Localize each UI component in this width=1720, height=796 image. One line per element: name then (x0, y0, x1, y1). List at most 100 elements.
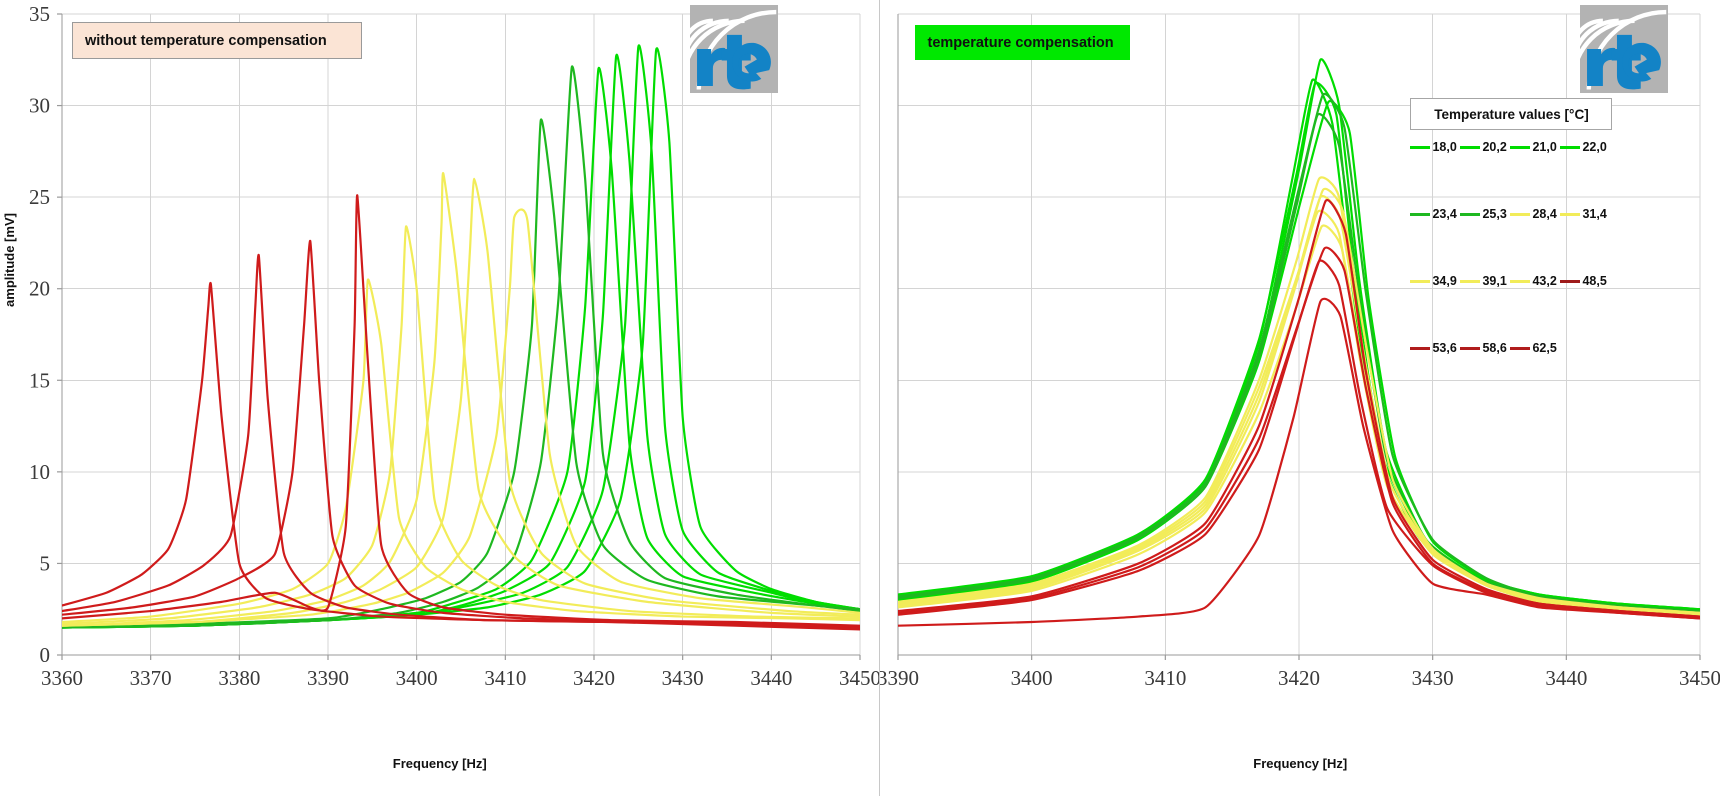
x-axis-title-left: Frequency [Hz] (392, 756, 487, 771)
legend-color-swatch (1460, 145, 1481, 149)
x-tick-label: 3430 (662, 666, 704, 690)
legend-color-swatch (1560, 145, 1581, 149)
legend-item[interactable]: 21,0 (1510, 140, 1560, 154)
y-tick-label: 35 (29, 2, 50, 26)
legend-label: 23,4 (1432, 207, 1457, 221)
legend-item[interactable]: 28,4 (1510, 207, 1560, 221)
tick-labels: 3390 3400 3410 3420 3430 3440 3450 (880, 655, 1720, 690)
legend-color-swatch (1560, 212, 1581, 216)
legend-label: 34,9 (1432, 274, 1457, 288)
legend-temperature-values: Temperature values [°C] 18,0 20,2 21,0 22,0… (1410, 98, 1613, 393)
series-line (62, 66, 860, 629)
legend-label: 22,0 (1582, 140, 1607, 154)
legend-label: 58,6 (1482, 341, 1507, 355)
legend-item[interactable]: 62,5 (1510, 341, 1560, 355)
legend-color-swatch (1410, 279, 1431, 283)
legend-label: 18,0 (1432, 140, 1457, 154)
x-tick-label: 3390 (307, 666, 349, 690)
legend-item[interactable]: 39,1 (1460, 274, 1510, 288)
series-line (62, 47, 860, 629)
legend-color-swatch (1460, 279, 1481, 283)
legend-color-swatch (1460, 346, 1481, 350)
series-line (62, 239, 860, 629)
series-line (898, 224, 1701, 616)
x-tick-label: 3400 (1011, 666, 1053, 690)
x-tick-label: 3370 (130, 666, 172, 690)
legend-row: 34,9 39,1 43,2 48,5 (1410, 274, 1615, 341)
x-tick-label: 3440 (1546, 666, 1588, 690)
y-tick-label: 0 (40, 643, 51, 667)
annotation-temperature-compensation: temperature compensation (915, 25, 1131, 60)
legend-item[interactable]: 25,3 (1460, 207, 1510, 221)
legend-row: 18,0 20,2 21,0 22,0 (1410, 140, 1615, 207)
legend-item[interactable]: 48,5 (1560, 274, 1610, 288)
legend-color-swatch (1410, 212, 1431, 216)
legend-item[interactable]: 53,6 (1410, 341, 1460, 355)
legend-item[interactable]: 43,2 (1510, 274, 1560, 288)
legend-row: 53,6 58,6 62,5 (1410, 341, 1615, 408)
legend-item[interactable]: 22,0 (1560, 140, 1610, 154)
y-tick-label: 25 (29, 185, 50, 209)
series-line (898, 259, 1701, 620)
legend-color-swatch (1460, 212, 1481, 216)
legend-color-swatch (1510, 145, 1531, 149)
x-tick-label: 3450 (839, 666, 880, 690)
legend-label: 43,2 (1532, 274, 1557, 288)
x-axis-title-right: Frequency [Hz] (1253, 756, 1348, 771)
x-tick-label: 3410 (484, 666, 526, 690)
legend-label: 39,1 (1482, 274, 1507, 288)
x-tick-label: 3410 (1145, 666, 1187, 690)
legend-label: 25,3 (1482, 207, 1507, 221)
series-line (898, 99, 1701, 613)
series-line (62, 53, 860, 629)
panel-without-compensation: 3360 3370 3380 3390 3400 3410 3420 3430 3440 3450… (0, 0, 881, 796)
x-tick-label: 3450 (1679, 666, 1720, 690)
series-line (62, 208, 860, 627)
legend-color-swatch (1560, 279, 1581, 283)
x-tick-label: 3420 (573, 666, 615, 690)
series-line (898, 92, 1701, 613)
series-line (62, 225, 860, 625)
data-series (62, 44, 860, 631)
legend-label: 48,5 (1582, 274, 1607, 288)
legend-label: 28,4 (1532, 207, 1557, 221)
legend-row: 23,4 25,3 28,4 31,4 (1410, 207, 1615, 274)
panel-with-compensation: 3390 3400 3410 3420 3430 3440 3450 temperature… (880, 0, 1720, 796)
legend-color-swatch (1510, 212, 1531, 216)
legend-label: 62,5 (1532, 341, 1557, 355)
x-tick-label: 3380 (218, 666, 260, 690)
series-line (62, 194, 860, 627)
series-line (62, 281, 860, 631)
x-tick-label: 3360 (41, 666, 83, 690)
legend-items: 18,0 20,2 21,0 22,0 23,4 25,3 28,4 31,4 34,9 39,1… (1410, 140, 1615, 408)
legend-title: Temperature values [°C] (1410, 98, 1613, 130)
legend-label: 31,4 (1582, 207, 1607, 221)
legend-item[interactable]: 20,2 (1460, 140, 1510, 154)
legend-label: 20,2 (1482, 140, 1507, 154)
x-tick-label: 3440 (750, 666, 792, 690)
legend-color-swatch (1510, 346, 1531, 350)
y-tick-label: 20 (29, 277, 50, 301)
series-line (898, 112, 1701, 613)
rte-logo-icon (1580, 5, 1669, 93)
legend-color-swatch (1510, 279, 1531, 283)
series-line (898, 199, 1701, 618)
series-line (62, 278, 860, 624)
y-tick-label: 10 (29, 460, 50, 484)
x-tick-label: 3390 (880, 666, 919, 690)
x-tick-label: 3430 (1412, 666, 1454, 690)
y-tick-label: 15 (29, 368, 50, 392)
y-tick-label: 5 (40, 551, 51, 575)
legend-item[interactable]: 58,6 (1460, 341, 1510, 355)
legend-item[interactable]: 23,4 (1410, 207, 1460, 221)
x-tick-label: 3400 (396, 666, 438, 690)
legend-label: 21,0 (1532, 140, 1557, 154)
plot-area-right: 3390 3400 3410 3420 3430 3440 3450 (880, 13, 1720, 690)
legend-item[interactable]: 34,9 (1410, 274, 1460, 288)
legend-item[interactable]: 31,4 (1560, 207, 1610, 221)
annotation-without-compensation: without temperature compensation (72, 22, 362, 59)
tick-labels: 3360 3370 3380 3390 3400 3410 3420 3430 3440 3450… (29, 2, 880, 690)
plot-area-left: 3360 3370 3380 3390 3400 3410 3420 3430 3440 3450… (29, 2, 880, 690)
legend-item[interactable]: 18,0 (1410, 140, 1460, 154)
x-tick-label: 3420 (1278, 666, 1320, 690)
